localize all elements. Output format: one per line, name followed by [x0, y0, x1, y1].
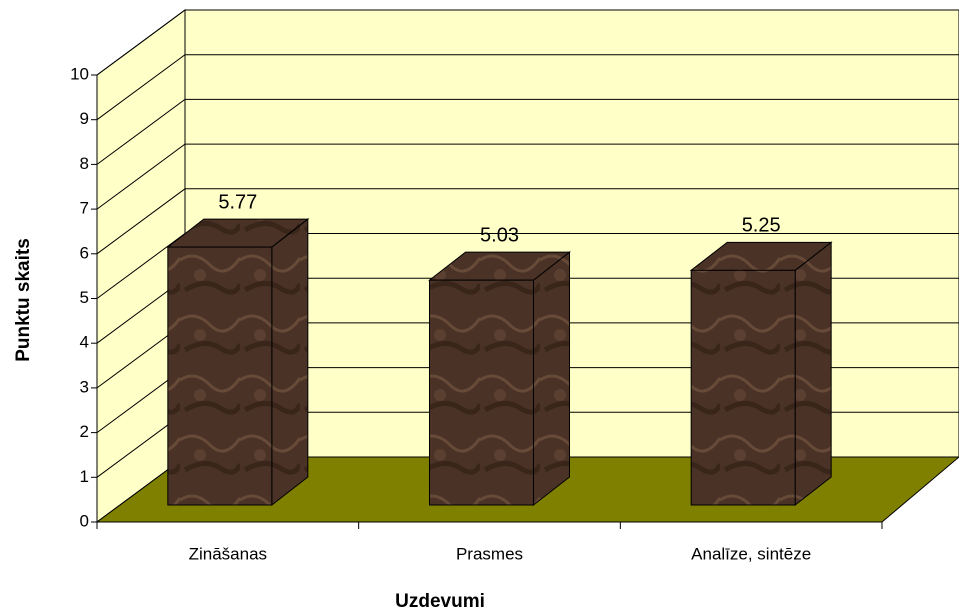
value-label: 5.03 — [480, 224, 519, 246]
x-tick-label: Zināšanas — [189, 544, 267, 563]
x-tick-label: Prasmes — [456, 544, 523, 563]
bar — [428, 251, 571, 507]
y-tick-label: 8 — [80, 154, 89, 173]
value-label: 5.77 — [218, 191, 257, 213]
bar — [166, 218, 310, 507]
bar-front — [167, 246, 273, 506]
y-tick-label: 10 — [70, 64, 89, 83]
bar-side — [794, 241, 832, 507]
y-axis-label: Punktu skaits — [13, 238, 34, 362]
value-label: 5.25 — [742, 215, 781, 237]
bar-side — [533, 251, 570, 507]
y-tick-label: 0 — [80, 511, 89, 530]
grid-line — [96, 98, 959, 165]
y-tick-label: 5 — [80, 288, 89, 307]
bar-side — [271, 218, 309, 507]
y-tick-label: 2 — [80, 422, 89, 441]
y-tick-label: 6 — [80, 243, 89, 262]
x-axis-label: Uzdevumi — [395, 591, 485, 612]
y-tick-label: 3 — [80, 377, 89, 396]
bar-front — [690, 269, 796, 506]
bar-front — [429, 279, 534, 506]
x-tick-label: Analīze, sintēze — [691, 544, 811, 563]
y-tick-label: 7 — [80, 199, 89, 218]
grid-line — [96, 188, 959, 255]
bars: 5.77 5.03 5.25 — [166, 191, 833, 507]
grid-line — [96, 9, 959, 76]
grid-line — [96, 54, 959, 121]
grid-line — [96, 143, 959, 210]
bar — [689, 241, 833, 507]
y-tick-label: 1 — [80, 467, 89, 486]
y-tick-label: 9 — [80, 109, 89, 128]
y-tick-label: 4 — [80, 333, 89, 352]
